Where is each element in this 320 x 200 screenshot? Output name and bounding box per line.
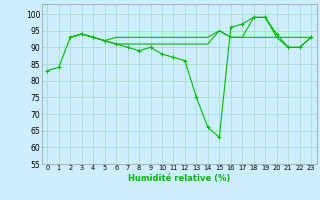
X-axis label: Humidité relative (%): Humidité relative (%) [128,174,230,183]
